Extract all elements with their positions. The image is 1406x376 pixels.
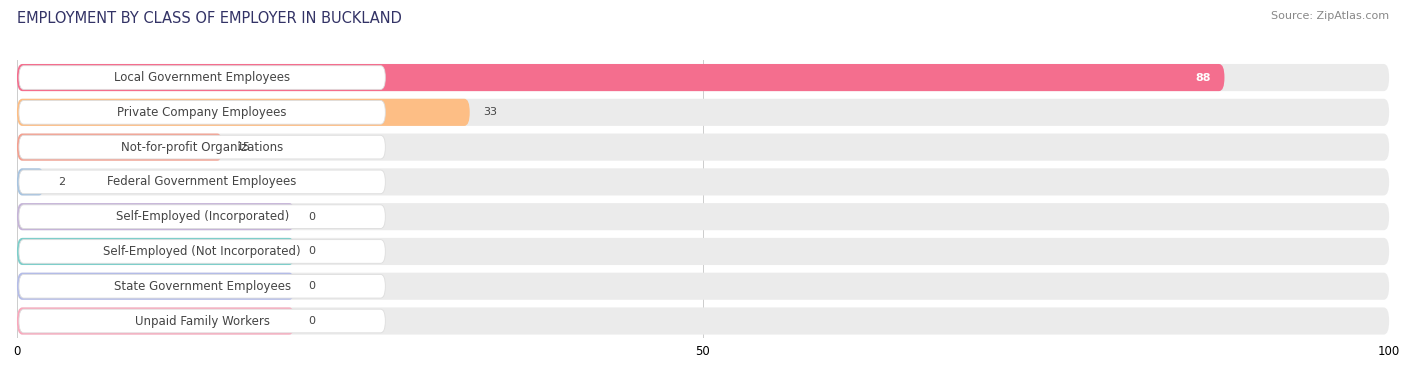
Text: 0: 0 xyxy=(308,246,315,256)
Text: 0: 0 xyxy=(308,316,315,326)
Text: 0: 0 xyxy=(308,281,315,291)
FancyBboxPatch shape xyxy=(18,274,385,298)
Text: State Government Employees: State Government Employees xyxy=(114,280,291,293)
Text: Local Government Employees: Local Government Employees xyxy=(114,71,290,84)
Text: Source: ZipAtlas.com: Source: ZipAtlas.com xyxy=(1271,11,1389,21)
Text: 0: 0 xyxy=(308,212,315,222)
FancyBboxPatch shape xyxy=(17,99,470,126)
Text: Self-Employed (Not Incorporated): Self-Employed (Not Incorporated) xyxy=(103,245,301,258)
FancyBboxPatch shape xyxy=(17,64,1389,91)
Text: 88: 88 xyxy=(1195,73,1211,83)
FancyBboxPatch shape xyxy=(18,205,385,229)
FancyBboxPatch shape xyxy=(17,203,1389,230)
FancyBboxPatch shape xyxy=(18,100,385,124)
FancyBboxPatch shape xyxy=(18,135,385,159)
Text: Private Company Employees: Private Company Employees xyxy=(117,106,287,119)
Text: 15: 15 xyxy=(236,142,250,152)
FancyBboxPatch shape xyxy=(18,240,385,263)
FancyBboxPatch shape xyxy=(18,66,385,89)
FancyBboxPatch shape xyxy=(17,308,295,335)
Text: Federal Government Employees: Federal Government Employees xyxy=(107,175,297,188)
FancyBboxPatch shape xyxy=(17,168,1389,196)
FancyBboxPatch shape xyxy=(17,133,222,161)
Text: Not-for-profit Organizations: Not-for-profit Organizations xyxy=(121,141,283,154)
FancyBboxPatch shape xyxy=(17,168,45,196)
FancyBboxPatch shape xyxy=(18,170,385,194)
Text: 33: 33 xyxy=(484,107,498,117)
FancyBboxPatch shape xyxy=(17,273,295,300)
FancyBboxPatch shape xyxy=(18,309,385,333)
FancyBboxPatch shape xyxy=(17,203,295,230)
Text: Unpaid Family Workers: Unpaid Family Workers xyxy=(135,314,270,327)
FancyBboxPatch shape xyxy=(17,273,1389,300)
Text: Self-Employed (Incorporated): Self-Employed (Incorporated) xyxy=(115,210,288,223)
FancyBboxPatch shape xyxy=(17,64,1225,91)
Text: 2: 2 xyxy=(58,177,65,187)
FancyBboxPatch shape xyxy=(17,133,1389,161)
FancyBboxPatch shape xyxy=(17,99,1389,126)
FancyBboxPatch shape xyxy=(17,238,295,265)
Text: EMPLOYMENT BY CLASS OF EMPLOYER IN BUCKLAND: EMPLOYMENT BY CLASS OF EMPLOYER IN BUCKL… xyxy=(17,11,402,26)
FancyBboxPatch shape xyxy=(17,238,1389,265)
FancyBboxPatch shape xyxy=(17,308,1389,335)
